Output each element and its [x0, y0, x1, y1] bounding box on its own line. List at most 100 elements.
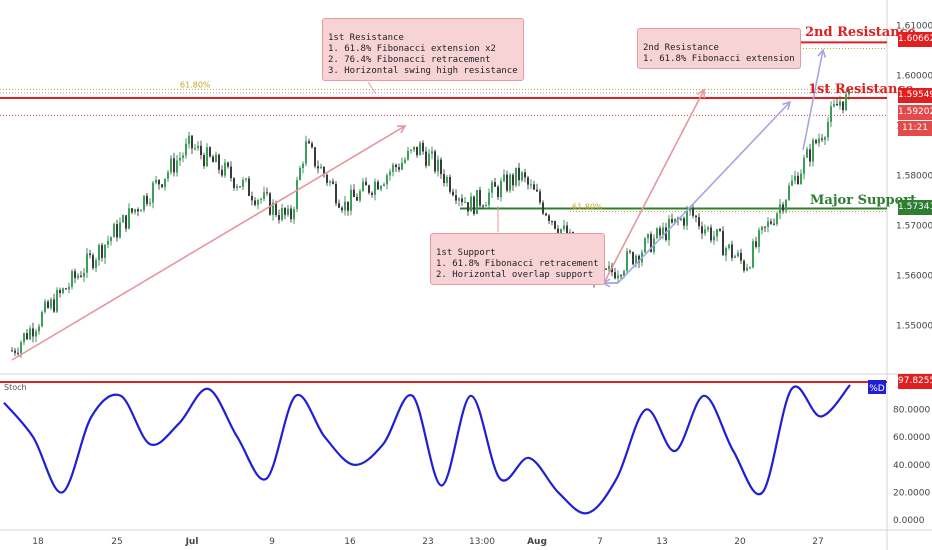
candle-body — [281, 207, 283, 220]
ann-title: 2nd Resistance — [643, 43, 719, 53]
x-tick-label: 7 — [597, 537, 603, 547]
stoch-title: Stoch — [4, 383, 27, 392]
candle-body — [452, 191, 454, 196]
candle-body — [518, 167, 520, 181]
candle-body — [119, 222, 121, 238]
candle-body — [791, 180, 793, 186]
candle-body — [686, 210, 688, 226]
candle-body — [92, 255, 94, 268]
candle-body — [392, 164, 394, 172]
candle-body — [398, 167, 400, 170]
candle-body — [143, 195, 145, 211]
candle-body — [815, 140, 817, 144]
candle-body — [545, 213, 547, 216]
level-label-2nd-resistance: 2nd Resistance — [805, 25, 916, 40]
candle-body — [758, 230, 760, 247]
candle-body — [434, 151, 436, 172]
candle-body — [347, 201, 349, 211]
candle-body — [779, 204, 781, 214]
candle-body — [494, 182, 496, 187]
candle-body — [380, 185, 382, 190]
candle-body — [830, 106, 832, 122]
y-tick-label: 1.58000 — [896, 172, 932, 182]
candle-body — [134, 209, 136, 213]
candle-body — [788, 185, 790, 200]
candle-body — [275, 202, 277, 216]
candle-body — [521, 172, 523, 181]
candle-body — [389, 171, 391, 176]
candle-body — [626, 251, 628, 272]
candle-body — [704, 229, 706, 234]
stoch-legend-label: %D — [869, 384, 885, 394]
candle-body — [524, 172, 526, 178]
candle-body — [152, 182, 154, 203]
candle-body — [848, 90, 850, 95]
candle-body — [752, 241, 754, 268]
candle-body — [158, 179, 160, 185]
candle-body — [182, 155, 184, 158]
stoch-tick-label: 80.0000 — [893, 406, 930, 416]
candle-body — [83, 272, 85, 277]
candle-body — [71, 271, 73, 287]
candle-body — [248, 178, 250, 196]
trend-arrow-4-head — [817, 48, 827, 58]
candle-body — [818, 138, 820, 144]
candle-body — [218, 154, 220, 170]
candle-body — [308, 141, 310, 144]
candle-body — [737, 252, 739, 257]
candle-body — [38, 326, 40, 332]
candle-body — [212, 156, 214, 163]
annotation-1st-resistance: 1st Resistance 1. 61.8% Fibonacci extensi… — [322, 18, 524, 81]
candle-body — [680, 218, 682, 221]
price-tag-last: 1.59202 — [898, 105, 932, 120]
candle-body — [242, 179, 244, 187]
candle-body — [188, 135, 190, 144]
candle-body — [515, 167, 517, 186]
candle-body — [563, 225, 565, 230]
candle-body — [200, 145, 202, 156]
candle-body — [263, 192, 265, 199]
candle-body — [185, 143, 187, 156]
y-tick-label: 1.60000 — [896, 72, 932, 82]
y-tick-label: 1.57000 — [896, 222, 932, 232]
candle-body — [410, 149, 412, 151]
candle-body — [803, 157, 805, 174]
candle-body — [476, 190, 478, 214]
candle-body — [404, 159, 406, 163]
candle-body — [320, 166, 322, 169]
candle-body — [461, 198, 463, 203]
candle-body — [725, 248, 727, 256]
x-tick-label: 27 — [812, 537, 823, 547]
candle-body — [605, 268, 607, 270]
candle-body — [674, 218, 676, 223]
candle-body — [26, 333, 28, 340]
candle-body — [770, 221, 772, 224]
candle-body — [317, 166, 319, 169]
candle-body — [506, 174, 508, 191]
candle-body — [839, 101, 841, 106]
candle-body — [698, 217, 700, 227]
candle-body — [749, 267, 751, 269]
candle-body — [755, 241, 757, 247]
candle-body — [335, 183, 337, 204]
candle-body — [155, 179, 157, 183]
candle-body — [401, 162, 403, 170]
candle-body — [239, 186, 241, 188]
candle-body — [287, 208, 289, 215]
candle-body — [101, 244, 103, 258]
candle-body — [764, 226, 766, 228]
candle-body — [383, 184, 385, 186]
trend-arrow-1-head — [396, 125, 407, 134]
stoch-line — [3, 384, 851, 515]
ann-line: 1. 61.8% Fibonacci extension x2 — [328, 44, 496, 54]
candle-body — [728, 244, 730, 249]
candle-body — [695, 215, 697, 218]
candle-body — [467, 202, 469, 212]
x-tick-label: Aug — [527, 537, 547, 547]
candle-body — [29, 328, 31, 340]
candle-body — [644, 238, 646, 253]
candle-body — [95, 260, 97, 268]
candle-body — [77, 275, 79, 279]
candle-body — [173, 158, 175, 173]
candle-body — [638, 255, 640, 263]
